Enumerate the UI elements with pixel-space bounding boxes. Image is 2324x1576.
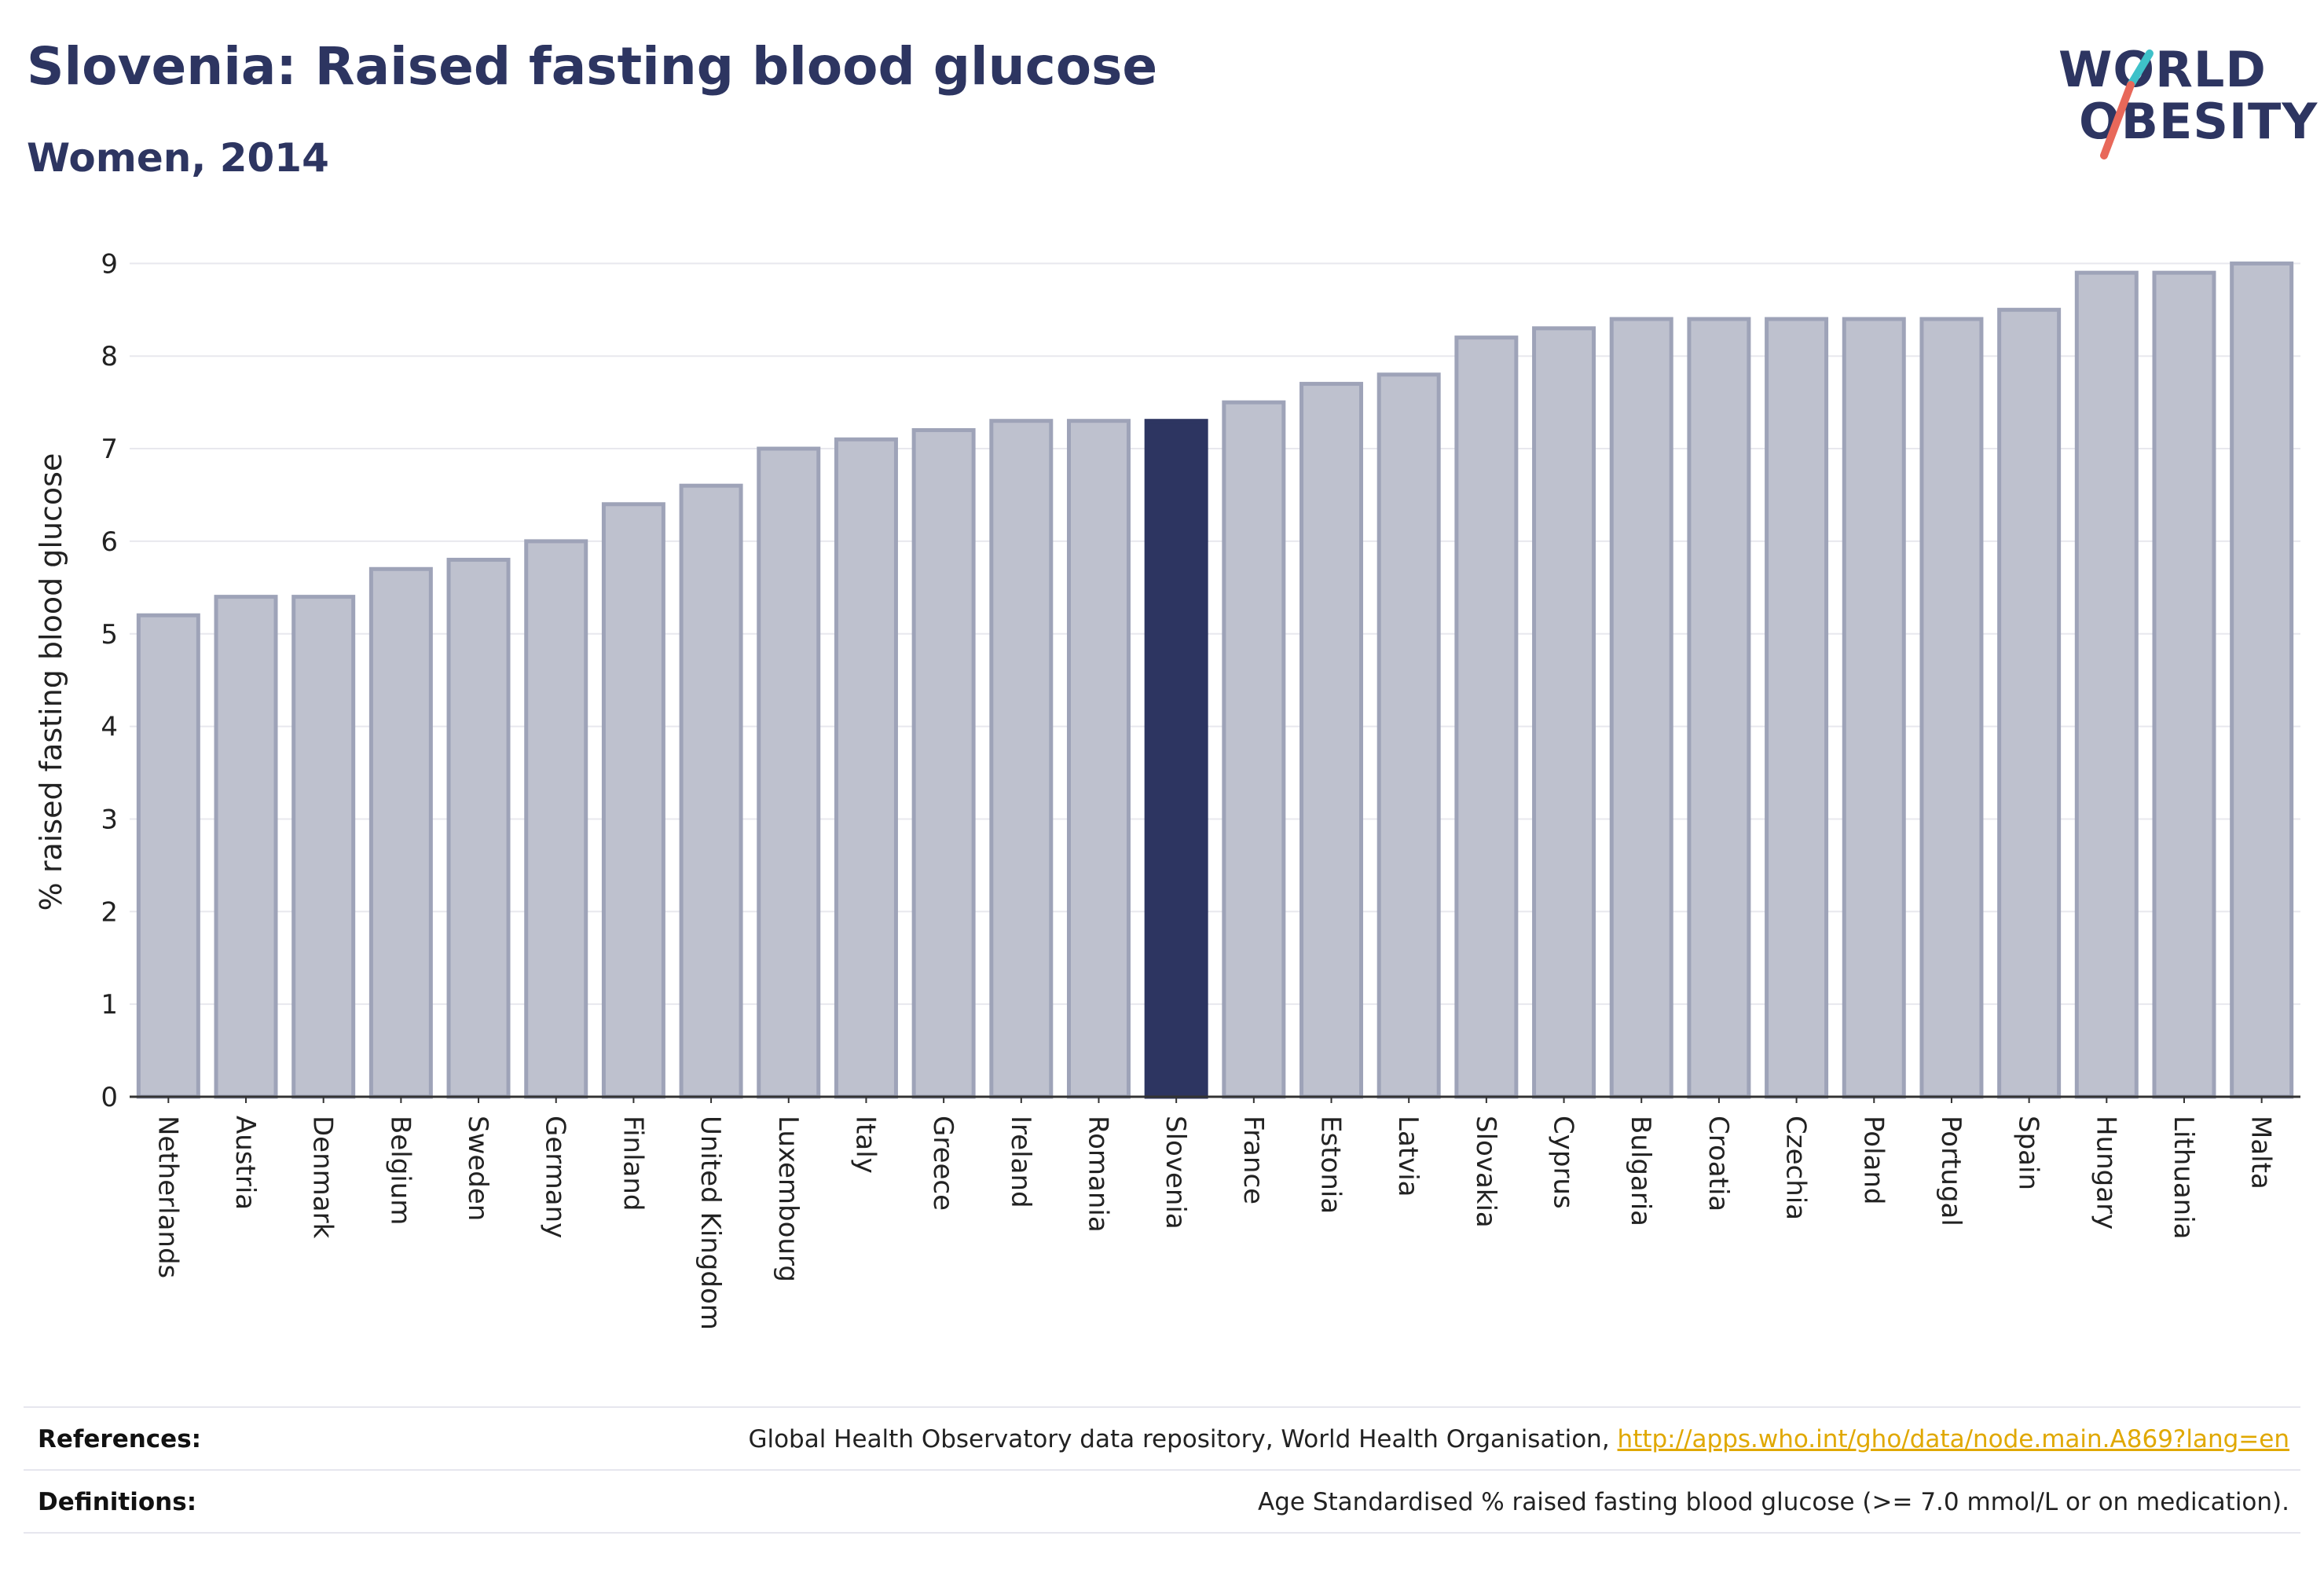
x-tick-label: Sweden [462,1116,493,1221]
page-title: Slovenia: Raised fasting blood glucose [27,36,1158,97]
references-row: References: Global Health Observatory da… [24,1406,2300,1471]
bar [1687,317,1751,1099]
bar [524,539,588,1099]
y-tick-label: 2 [101,896,118,928]
y-tick-label: 3 [101,804,118,835]
x-tick-label: France [1237,1116,1269,1204]
y-tick-label: 0 [101,1082,118,1113]
x-tick-label: Luxembourg [772,1116,804,1282]
bar [834,437,898,1099]
x-tick-label: Portugal [1935,1116,1967,1226]
x-tick-label: Finland [617,1116,648,1211]
x-tick-label: Latvia [1392,1116,1424,1197]
bar [291,595,356,1099]
y-axis-title: % raised fasting blood glucose [34,453,68,911]
bar [1842,317,1906,1099]
bar [1376,372,1441,1099]
y-tick-label: 9 [101,248,118,280]
bar [911,427,976,1099]
bar [136,613,200,1099]
bar [1997,307,2062,1099]
x-tick-label: Italy [849,1116,881,1174]
x-tick-label: Romania [1082,1116,1113,1233]
x-tick-label: Slovenia [1160,1116,1191,1230]
references-label: References: [38,1425,202,1453]
bar [1765,317,1829,1099]
bar-highlighted [1144,419,1208,1099]
definitions-row: Definitions: Age Standardised % raised f… [24,1469,2300,1534]
y-tick-label: 8 [101,341,118,372]
y-tick-label: 1 [101,989,118,1021]
world-obesity-logo: WORLD OBESITY [2051,31,2317,169]
bar-chart: 0 1 2 3 4 5 6 7 8 9 % raised fasting blood glucose… [34,248,2300,1330]
x-tick-label: Croatia [1703,1116,1734,1211]
x-tick-label: Czechia [1780,1116,1812,1220]
bar [1299,382,1364,1099]
x-tick-label: Spain [2013,1116,2044,1190]
logo-slash-icon [2100,49,2154,159]
x-tick-label: Estonia [1315,1116,1347,1214]
x-tick-label: Malta [2245,1116,2277,1189]
x-tick-label: Greece [927,1116,959,1211]
bar [214,595,278,1099]
footer-divider [24,1532,2300,1534]
logo-text-line1: WORLD [2058,41,2267,98]
x-tick-label: Cyprus [1548,1116,1579,1209]
references-text: Global Health Observatory data repositor… [748,1425,1618,1453]
references-value: Global Health Observatory data repositor… [748,1425,2289,1453]
page-subtitle: Women, 2014 [27,135,329,181]
bar [446,557,511,1099]
y-tick-label: 7 [101,434,118,465]
bar [989,419,1054,1099]
x-tick-label: Denmark [307,1116,339,1239]
bar [2230,261,2294,1099]
x-tick-label: Hungary [2090,1116,2121,1230]
y-tick-label: 5 [101,619,118,651]
bar [679,483,743,1099]
x-tick-label: Germany [540,1116,571,1238]
bar [1609,317,1673,1099]
x-tick-label: Ireland [1005,1116,1036,1208]
references-link[interactable]: http://apps.who.int/gho/data/node.main.A… [1617,1425,2289,1453]
x-tick-label: Lithuania [2168,1116,2199,1239]
bar [1532,326,1596,1099]
x-tick-label: Belgium [384,1116,416,1225]
definitions-label: Definitions: [38,1488,197,1516]
bar [2074,270,2139,1099]
x-tick-label: Slovakia [1470,1116,1501,1228]
bar [1919,317,1984,1099]
bar [2152,270,2216,1099]
bar [1222,400,1286,1099]
x-tick-label: Austria [229,1116,261,1210]
bar [601,502,665,1099]
bar [1454,335,1519,1099]
x-tick-label: United Kingdom [695,1116,726,1330]
bar [1066,419,1131,1099]
x-tick-label: Poland [1857,1116,1889,1205]
x-tick-label: Netherlands [152,1116,183,1278]
x-tick-label: Bulgaria [1625,1116,1656,1226]
bar [757,446,821,1099]
definitions-value: Age Standardised % raised fasting blood … [1258,1488,2289,1516]
y-tick-label: 4 [101,712,118,743]
y-tick-label: 6 [101,526,118,558]
bar [368,566,433,1099]
